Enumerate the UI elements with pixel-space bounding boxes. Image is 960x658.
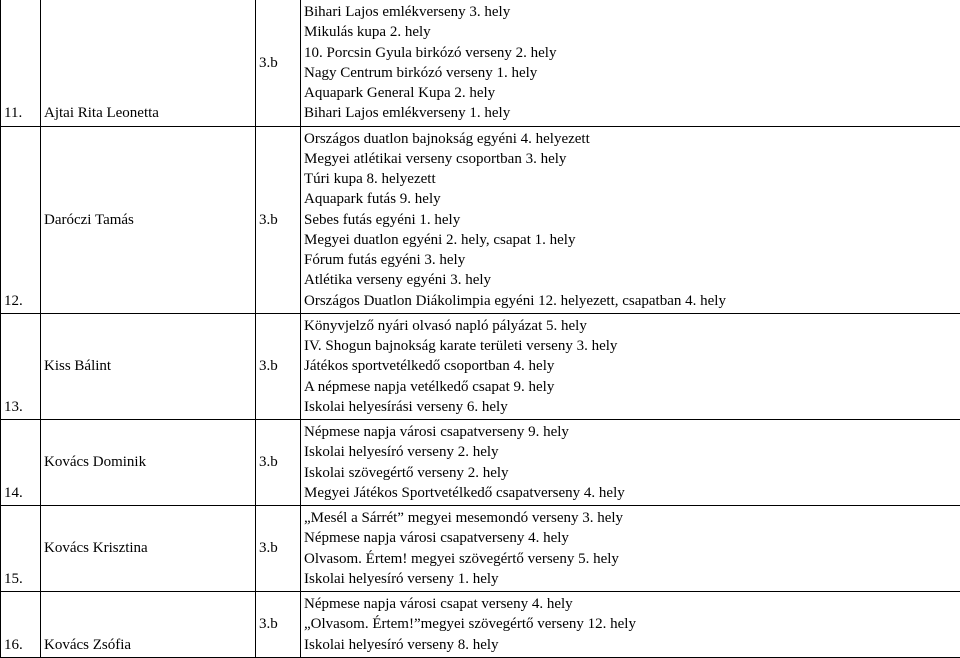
table-row: 13. Kiss Bálint 3.b Könyvjelző nyári olv… — [1, 313, 960, 419]
achievement-line: Túri kupa 8. helyezett — [304, 169, 957, 189]
student-name: Daróczi Tamás — [41, 126, 256, 313]
achievement-line: „Olvasom. Értem!”megyei szövegértő verse… — [304, 614, 957, 634]
table-row: 15. Kovács Krisztina 3.b „Mesél a Sárrét… — [1, 506, 960, 592]
table-body: 11. Ajtai Rita Leonetta 3.b Bihari Lajos… — [1, 0, 960, 657]
achievement-line: Könyvjelző nyári olvasó napló pályázat 5… — [304, 316, 957, 336]
row-number: 12. — [1, 126, 41, 313]
achievements-cell: Könyvjelző nyári olvasó napló pályázat 5… — [301, 313, 960, 419]
achievement-line: Sebes futás egyéni 1. hely — [304, 210, 957, 230]
achievement-line: 10. Porcsin Gyula birkózó verseny 2. hel… — [304, 43, 957, 63]
class-grade: 3.b — [256, 126, 301, 313]
row-number: 16. — [1, 592, 41, 658]
table-row: 11. Ajtai Rita Leonetta 3.b Bihari Lajos… — [1, 0, 960, 126]
table-row: 12. Daróczi Tamás 3.b Országos duatlon b… — [1, 126, 960, 313]
achievement-line: Bihari Lajos emlékverseny 1. hely — [304, 103, 957, 123]
results-table: 11. Ajtai Rita Leonetta 3.b Bihari Lajos… — [0, 0, 960, 658]
achievements-cell: „Mesél a Sárrét” megyei mesemondó versen… — [301, 506, 960, 592]
class-grade: 3.b — [256, 506, 301, 592]
achievement-line: Országos duatlon bajnokság egyéni 4. hel… — [304, 129, 957, 149]
row-number: 13. — [1, 313, 41, 419]
achievement-line: Iskolai helyesíró verseny 1. hely — [304, 569, 957, 589]
table-row: 14. Kovács Dominik 3.b Népmese napja vár… — [1, 420, 960, 506]
row-number: 14. — [1, 420, 41, 506]
achievements-cell: Országos duatlon bajnokság egyéni 4. hel… — [301, 126, 960, 313]
achievement-line: A népmese napja vetélkedő csapat 9. hely — [304, 377, 957, 397]
achievement-line: Iskolai helyesírási verseny 6. hely — [304, 397, 957, 417]
achievements-cell: Bihari Lajos emlékverseny 3. hely Mikulá… — [301, 0, 960, 126]
achievement-line: Népmese napja városi csapatverseny 4. he… — [304, 528, 957, 548]
student-name: Kiss Bálint — [41, 313, 256, 419]
achievement-line: Atlétika verseny egyéni 3. hely — [304, 270, 957, 290]
achievement-line: Népmese napja városi csapat verseny 4. h… — [304, 594, 957, 614]
achievement-line: Bihari Lajos emlékverseny 3. hely — [304, 2, 957, 22]
achievement-line: Országos Duatlon Diákolimpia egyéni 12. … — [304, 291, 957, 311]
achievement-line: „Mesél a Sárrét” megyei mesemondó versen… — [304, 508, 957, 528]
achievement-line: Mikulás kupa 2. hely — [304, 22, 957, 42]
class-grade: 3.b — [256, 0, 301, 126]
achievement-line: Aquapark General Kupa 2. hely — [304, 83, 957, 103]
table-row: 16. Kovács Zsófia 3.b Népmese napja váro… — [1, 592, 960, 658]
student-name: Kovács Zsófia — [41, 592, 256, 658]
achievement-line: Nagy Centrum birkózó verseny 1. hely — [304, 63, 957, 83]
achievement-line: Megyei duatlon egyéni 2. hely, csapat 1.… — [304, 230, 957, 250]
class-grade: 3.b — [256, 592, 301, 658]
achievement-line: Népmese napja városi csapatverseny 9. he… — [304, 422, 957, 442]
student-name: Ajtai Rita Leonetta — [41, 0, 256, 126]
achievements-cell: Népmese napja városi csapatverseny 9. he… — [301, 420, 960, 506]
achievement-line: IV. Shogun bajnokság karate területi ver… — [304, 336, 957, 356]
class-grade: 3.b — [256, 420, 301, 506]
achievements-cell: Népmese napja városi csapat verseny 4. h… — [301, 592, 960, 658]
class-grade: 3.b — [256, 313, 301, 419]
row-number: 15. — [1, 506, 41, 592]
achievement-line: Megyei Játékos Sportvetélkedő csapatvers… — [304, 483, 957, 503]
achievement-line: Aquapark futás 9. hely — [304, 189, 957, 209]
achievement-line: Megyei atlétikai verseny csoportban 3. h… — [304, 149, 957, 169]
achievement-line: Iskolai szövegértő verseny 2. hely — [304, 463, 957, 483]
achievement-line: Játékos sportvetélkedő csoportban 4. hel… — [304, 356, 957, 376]
achievement-line: Iskolai helyesíró verseny 2. hely — [304, 442, 957, 462]
row-number: 11. — [1, 0, 41, 126]
achievement-line: Olvasom. Értem! megyei szövegértő versen… — [304, 549, 957, 569]
achievement-line: Fórum futás egyéni 3. hely — [304, 250, 957, 270]
achievement-line: Iskolai helyesíró verseny 8. hely — [304, 635, 957, 655]
student-name: Kovács Krisztina — [41, 506, 256, 592]
student-name: Kovács Dominik — [41, 420, 256, 506]
